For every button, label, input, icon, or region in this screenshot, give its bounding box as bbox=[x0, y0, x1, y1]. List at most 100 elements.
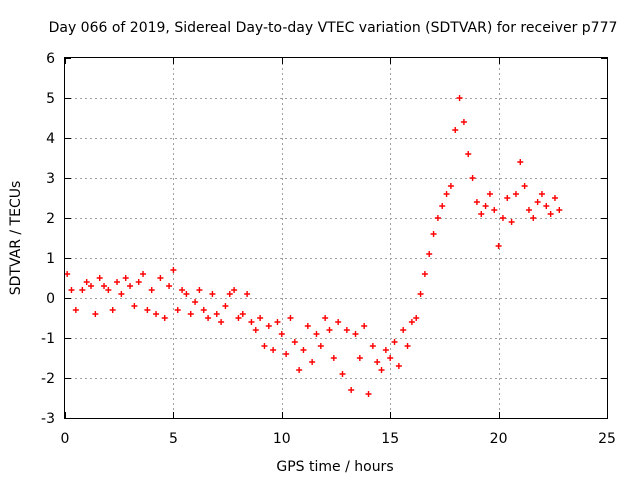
data-point bbox=[252, 327, 259, 333]
x-tick-label: 20 bbox=[490, 431, 508, 447]
data-point bbox=[278, 331, 285, 337]
data-point bbox=[317, 343, 324, 349]
data-point bbox=[408, 319, 415, 325]
data-point bbox=[83, 279, 90, 285]
data-point bbox=[287, 315, 294, 321]
data-point bbox=[478, 211, 485, 217]
data-point bbox=[521, 183, 528, 189]
data-point bbox=[452, 127, 459, 133]
y-tick-label: 6 bbox=[46, 51, 55, 67]
data-point bbox=[79, 287, 86, 293]
data-point bbox=[465, 151, 472, 157]
data-point bbox=[534, 199, 541, 205]
x-tick-label: 10 bbox=[273, 431, 291, 447]
x-tick-label: 15 bbox=[381, 431, 399, 447]
data-point bbox=[365, 391, 372, 397]
data-point bbox=[213, 311, 220, 317]
data-point bbox=[443, 191, 450, 197]
data-point bbox=[361, 323, 368, 329]
data-point bbox=[170, 267, 177, 273]
data-point bbox=[127, 283, 134, 289]
data-point bbox=[105, 287, 112, 293]
data-point bbox=[114, 279, 121, 285]
data-point bbox=[430, 231, 437, 237]
data-point bbox=[426, 251, 433, 257]
chart-title: Day 066 of 2019, Sidereal Day-to-day VTE… bbox=[49, 20, 618, 36]
data-point bbox=[248, 319, 255, 325]
y-tick-label: 5 bbox=[46, 91, 55, 107]
data-point bbox=[257, 315, 264, 321]
data-point bbox=[369, 343, 376, 349]
data-point bbox=[482, 203, 489, 209]
data-point bbox=[326, 327, 333, 333]
data-point bbox=[404, 343, 411, 349]
data-point bbox=[174, 307, 181, 313]
data-point bbox=[547, 211, 554, 217]
data-point bbox=[148, 287, 155, 293]
data-point bbox=[499, 215, 506, 221]
data-point bbox=[92, 311, 99, 317]
data-point bbox=[530, 215, 537, 221]
data-point bbox=[296, 367, 303, 373]
data-point bbox=[144, 307, 151, 313]
data-point bbox=[161, 315, 168, 321]
data-point bbox=[551, 195, 558, 201]
data-point bbox=[261, 343, 268, 349]
data-point bbox=[313, 331, 320, 337]
y-tick-label: 3 bbox=[46, 171, 55, 187]
data-point bbox=[352, 331, 359, 337]
y-tick-label: -2 bbox=[41, 371, 55, 387]
data-point bbox=[231, 287, 238, 293]
data-point bbox=[304, 323, 311, 329]
x-tick-label: 0 bbox=[61, 431, 70, 447]
data-point bbox=[270, 347, 277, 353]
data-point bbox=[456, 95, 463, 101]
data-point bbox=[543, 203, 550, 209]
data-point bbox=[348, 387, 355, 393]
data-point bbox=[179, 287, 186, 293]
data-point bbox=[205, 315, 212, 321]
data-point bbox=[400, 327, 407, 333]
y-tick-label: 2 bbox=[46, 211, 55, 227]
data-point bbox=[330, 355, 337, 361]
data-point bbox=[118, 291, 125, 297]
data-point bbox=[122, 275, 129, 281]
data-point bbox=[382, 347, 389, 353]
data-point bbox=[192, 299, 199, 305]
data-point bbox=[486, 191, 493, 197]
data-point bbox=[434, 215, 441, 221]
data-point bbox=[64, 271, 71, 277]
data-point bbox=[239, 311, 246, 317]
x-tick-label: 5 bbox=[169, 431, 178, 447]
data-point bbox=[495, 243, 502, 249]
y-tick-label: -3 bbox=[41, 411, 55, 427]
y-tick-label: 1 bbox=[46, 251, 55, 267]
data-point bbox=[517, 159, 524, 165]
data-point bbox=[265, 323, 272, 329]
data-point bbox=[447, 183, 454, 189]
data-point bbox=[109, 307, 116, 313]
data-point bbox=[356, 355, 363, 361]
data-point bbox=[491, 207, 498, 213]
data-point bbox=[395, 363, 402, 369]
data-point bbox=[556, 207, 563, 213]
plot-frame bbox=[64, 57, 608, 419]
x-axis-label: GPS time / hours bbox=[276, 459, 393, 475]
data-point bbox=[291, 339, 298, 345]
data-point bbox=[512, 191, 519, 197]
data-point bbox=[68, 287, 75, 293]
ticks: -3 -2 -1 0 1 2 3 4 5 6 0 5 10 15 20 25 bbox=[41, 51, 616, 447]
data-point bbox=[140, 271, 147, 277]
data-point bbox=[508, 219, 515, 225]
data-point bbox=[101, 283, 108, 289]
y-tick-label: 0 bbox=[46, 291, 55, 307]
data-point bbox=[387, 355, 394, 361]
data-point bbox=[200, 307, 207, 313]
data-point bbox=[218, 319, 225, 325]
data-point bbox=[166, 283, 173, 289]
data-point bbox=[417, 291, 424, 297]
data-point bbox=[469, 175, 476, 181]
data-point bbox=[421, 271, 428, 277]
data-point bbox=[72, 307, 79, 313]
